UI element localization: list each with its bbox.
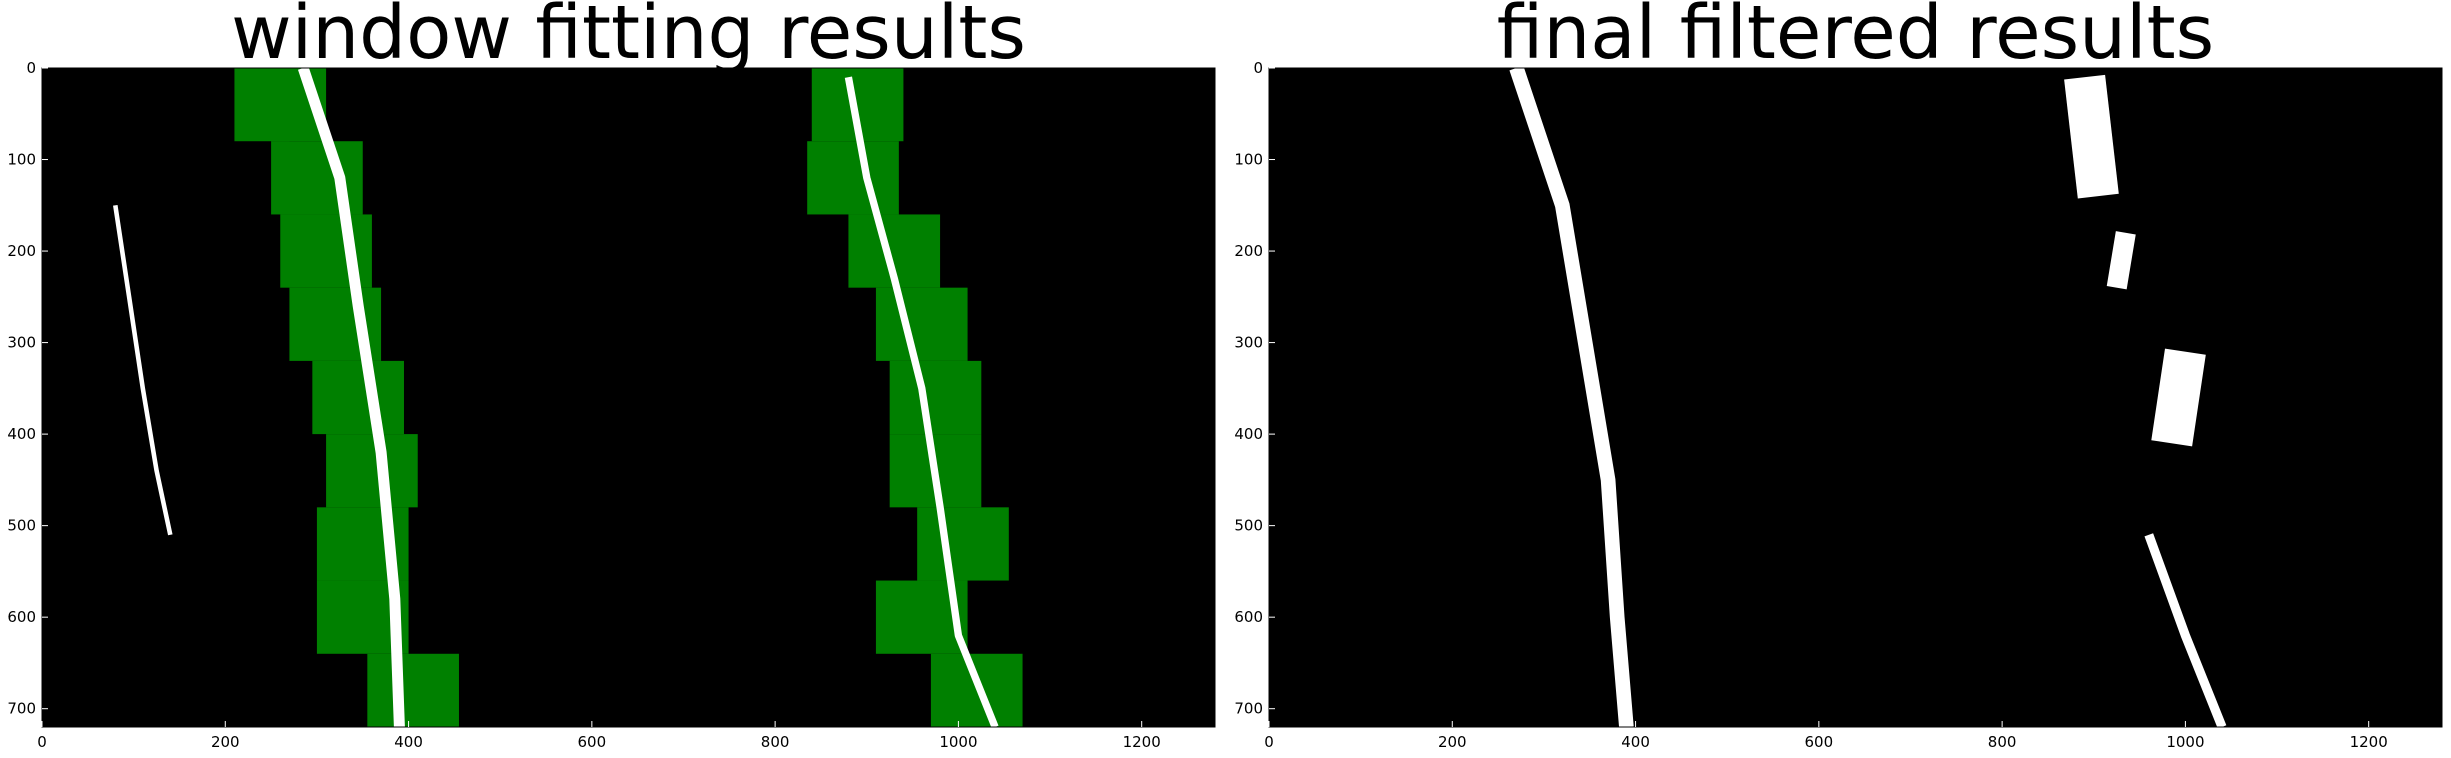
y-tick-label: 700 bbox=[1234, 700, 1263, 718]
axes-frame bbox=[1268, 67, 2443, 728]
x-tick-label: 800 bbox=[1988, 733, 2017, 751]
x-tick-label: 400 bbox=[394, 733, 423, 751]
lane-pixels bbox=[1509, 65, 1634, 728]
lane-pixels bbox=[2106, 231, 2136, 290]
x-tick-label: 200 bbox=[1438, 733, 1467, 751]
y-tick-label: 100 bbox=[1234, 151, 1263, 169]
x-tick-label: 200 bbox=[211, 733, 240, 751]
x-tick-label: 1200 bbox=[1123, 733, 1161, 751]
search-window bbox=[807, 141, 899, 215]
x-tick-label: 0 bbox=[1264, 733, 1274, 751]
x-tick-label: 800 bbox=[761, 733, 790, 751]
y-tick-label: 200 bbox=[7, 242, 36, 260]
y-tick-label: 500 bbox=[1234, 517, 1263, 535]
lane-pixels bbox=[2151, 348, 2206, 447]
x-tick-label: 600 bbox=[1805, 733, 1834, 751]
lane-pixels bbox=[113, 204, 173, 536]
search-window bbox=[917, 507, 1009, 581]
chart-title: window fitting results bbox=[231, 0, 1026, 76]
lane-pixels bbox=[2144, 533, 2227, 729]
x-tick-label: 600 bbox=[578, 733, 607, 751]
y-tick-label: 200 bbox=[1234, 242, 1263, 260]
y-tick-label: 600 bbox=[1234, 608, 1263, 626]
search-window bbox=[367, 653, 459, 727]
y-tick-label: 0 bbox=[1253, 59, 1263, 77]
y-tick-label: 0 bbox=[26, 59, 36, 77]
image-background bbox=[1269, 68, 2442, 727]
lane-pixels bbox=[297, 66, 405, 728]
chart-title: final filtered results bbox=[1497, 0, 2214, 76]
y-tick-label: 100 bbox=[7, 151, 36, 169]
y-tick-label: 300 bbox=[1234, 334, 1263, 352]
y-tick-label: 700 bbox=[7, 700, 36, 718]
x-tick-label: 0 bbox=[37, 733, 47, 751]
y-tick-label: 300 bbox=[7, 334, 36, 352]
y-tick-label: 600 bbox=[7, 608, 36, 626]
image-background bbox=[42, 68, 1215, 727]
x-tick-label: 400 bbox=[1621, 733, 1650, 751]
y-tick-label: 400 bbox=[7, 425, 36, 443]
search-window bbox=[875, 287, 968, 361]
y-tick-label: 400 bbox=[1234, 425, 1263, 443]
search-window bbox=[312, 360, 404, 435]
x-tick-label: 1000 bbox=[939, 733, 977, 751]
axes-frame bbox=[41, 67, 1216, 728]
y-tick-label: 500 bbox=[7, 517, 36, 535]
x-tick-label: 1000 bbox=[2166, 733, 2204, 751]
lane-pixels bbox=[2064, 74, 2119, 199]
x-tick-label: 1200 bbox=[2350, 733, 2388, 751]
lane-pixels bbox=[844, 76, 999, 729]
search-window bbox=[326, 434, 418, 508]
search-window bbox=[889, 360, 982, 435]
